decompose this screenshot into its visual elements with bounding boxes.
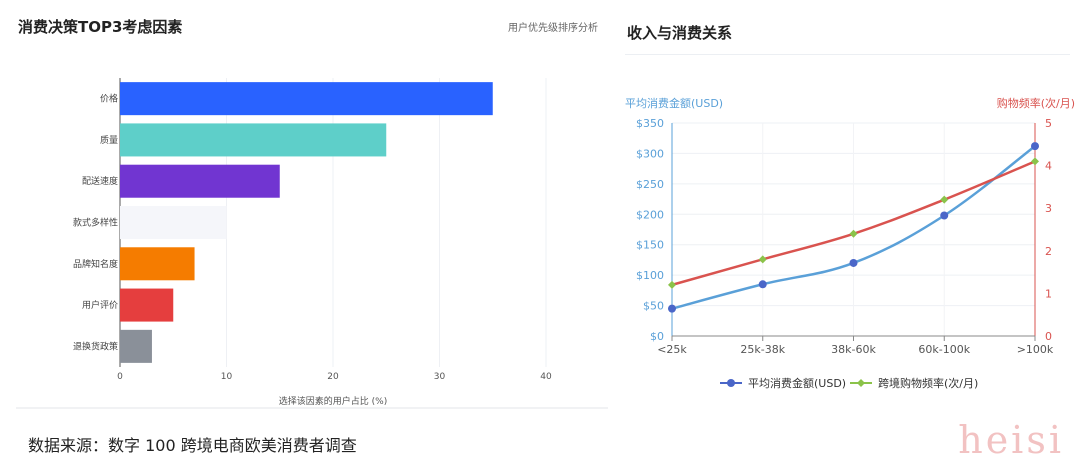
bar-0 (120, 82, 493, 116)
x-tick-label: 10 (221, 372, 233, 382)
legend-marker-0 (727, 379, 735, 387)
y-left-tick-label: $250 (636, 178, 664, 191)
category-label: 退换货政策 (73, 340, 118, 352)
income-chart-title: 收入与消费关系 (627, 24, 733, 42)
y-right-tick-label: 0 (1045, 330, 1052, 343)
series-0-point (758, 280, 767, 289)
income-panel: 收入与消费关系 $0 $50 $100 $150 $200 $250 $300 $350 0 1 2… (615, 0, 1080, 420)
factors-bar-chart: 0 10 20 30 40 价格质量配送速度款式多样性品牌知名度用户评价退换货政策选择该因… (16, 78, 608, 409)
factors-chart-subtitle: 用户优先级排序分析 (508, 23, 598, 34)
watermark: heisi (958, 418, 1064, 462)
bar-2 (120, 164, 280, 198)
x-tick-label: 0 (117, 372, 123, 382)
x-tick-label: 60k-100k (918, 343, 970, 356)
y-left-tick-label: $0 (650, 330, 664, 343)
bar-1 (120, 123, 387, 157)
data-source-note: 数据来源：数字 100 跨境电商欧美消费者调查 (28, 436, 357, 455)
series-1-point (668, 280, 676, 289)
y-left-tick-label: $50 (643, 300, 664, 313)
category-label: 质量 (100, 134, 118, 146)
legend-label-1: 跨境购物频率(次/月) (878, 376, 978, 390)
series-1-point (849, 229, 858, 238)
title-divider (625, 54, 1070, 55)
x-axis-label: 选择该因素的用户占比 (%) (279, 395, 387, 407)
series-1-point (1031, 157, 1039, 166)
x-tick-label: 25k-38k (740, 343, 785, 356)
y-right-tick-label: 3 (1045, 202, 1052, 215)
bar-6 (120, 329, 152, 363)
bar-3 (120, 205, 227, 240)
income-line-chart: $0 $50 $100 $150 $200 $250 $300 $350 0 1 2 3 4 5 <25k 2… (625, 96, 1075, 390)
y-right-tick-label: 1 (1045, 287, 1052, 300)
y-left-axis-title: 平均消费金额(USD) (625, 96, 723, 110)
category-label: 价格 (100, 93, 118, 105)
x-tick-label: 30 (434, 372, 446, 382)
y-right-tick-label: 2 (1045, 245, 1052, 258)
y-right-tick-label: 4 (1045, 160, 1052, 173)
y-left-tick-label: $100 (636, 269, 664, 282)
x-tick-label: 40 (540, 372, 552, 382)
category-label: 配送速度 (82, 175, 118, 187)
y-right-tick-label: 5 (1045, 117, 1052, 130)
series-0-point (940, 211, 949, 220)
bar-4 (120, 247, 195, 281)
legend-marker-1 (857, 379, 865, 387)
y-left-tick-label: $150 (636, 239, 664, 252)
series-1-point (758, 255, 767, 264)
series-1-point (940, 195, 949, 204)
category-label: 用户评价 (82, 299, 118, 311)
y-left-tick-label: $350 (636, 117, 664, 130)
factors-panel: 消费决策TOP3考虑因素 用户优先级排序分析 0 10 20 30 40 价格质量配送速度… (16, 18, 608, 409)
x-tick-label: >100k (1017, 343, 1054, 356)
series-0-point (1031, 142, 1039, 151)
y-left-tick-label: $300 (636, 147, 664, 160)
category-label: 品牌知名度 (73, 258, 118, 270)
x-tick-label: <25k (657, 343, 687, 356)
x-tick-label: 38k-60k (831, 343, 876, 356)
x-tick-label: 20 (327, 372, 339, 382)
legend-label-0: 平均消费金额(USD) (748, 376, 846, 390)
series-0-point (849, 258, 858, 267)
y-right-axis-title: 购物频率(次/月) (997, 96, 1075, 110)
y-left-tick-label: $200 (636, 208, 664, 221)
bar-5 (120, 288, 174, 322)
category-label: 款式多样性 (73, 217, 118, 229)
series-0-point (668, 304, 676, 313)
factors-chart-title: 消费决策TOP3考虑因素 (18, 18, 183, 36)
